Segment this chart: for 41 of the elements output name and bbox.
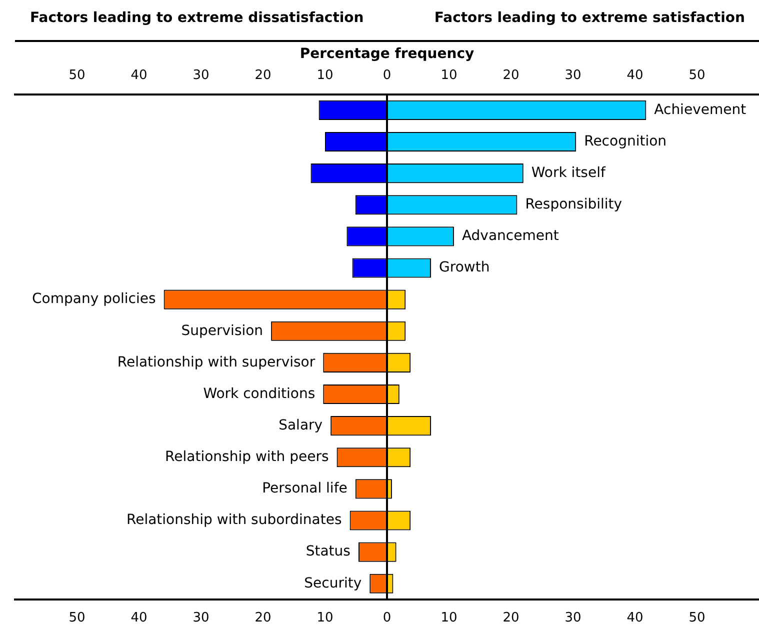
x-tick-label: 40 xyxy=(626,68,644,83)
x-tick-label: 20 xyxy=(502,68,520,83)
y-tick-label: Company policies xyxy=(32,291,156,308)
x2-axis-title: Percentage frequency xyxy=(300,46,474,62)
y-tick-label: Recognition xyxy=(584,133,667,150)
x2-tick-label: 10 xyxy=(316,610,334,626)
x-tick-label: 40 xyxy=(130,68,148,83)
y-tick-label: Achievement xyxy=(654,102,747,118)
y-tick-label: Responsibility xyxy=(525,196,622,213)
x-tick-label: 10 xyxy=(440,68,458,83)
y-tick-label: Work conditions xyxy=(203,386,316,402)
y-tick-label: Supervision xyxy=(181,322,264,339)
x-tick-label: 10 xyxy=(316,68,334,83)
y-tick-label: Personal life xyxy=(262,480,348,497)
x2-tick-label: 30 xyxy=(192,610,210,626)
x-tick-label: 50 xyxy=(688,68,706,83)
y-tick-label: Security xyxy=(304,575,362,592)
x2-tick-label: 20 xyxy=(254,610,272,626)
y-tick-label: Status xyxy=(306,544,350,560)
x2-tick-label: 0 xyxy=(382,610,392,626)
x-tick-label: 0 xyxy=(382,68,392,83)
text: Factors leading to extreme dissatisfaction xyxy=(30,10,364,26)
y-tick-label: Relationship with supervisor xyxy=(117,354,316,370)
y-tick-label: Salary xyxy=(278,417,323,434)
x2-tick-label: 40 xyxy=(626,610,644,626)
x2-tick-label: 30 xyxy=(564,610,582,626)
x2-tick-label: 50 xyxy=(68,610,86,626)
text: Factors leading to extreme satisfaction xyxy=(434,10,745,26)
x-tick-label: 30 xyxy=(192,68,210,83)
x2-tick-label: 10 xyxy=(440,610,458,626)
y-tick-label: Relationship with subordinates xyxy=(126,512,342,528)
x-tick-label: 20 xyxy=(254,68,272,83)
y-tick-label: Advancement xyxy=(462,228,560,244)
y-tick-label: Relationship with peers xyxy=(165,449,329,466)
x2-tick-label: 20 xyxy=(502,610,520,626)
x2-tick-label: 40 xyxy=(130,610,148,626)
y-tick-label: Growth xyxy=(439,260,490,276)
x-tick-label: 50 xyxy=(68,68,86,83)
x-tick-label: 30 xyxy=(564,68,582,83)
y-tick-label: Work itself xyxy=(531,164,606,181)
x2-tick-label: 50 xyxy=(688,610,706,626)
